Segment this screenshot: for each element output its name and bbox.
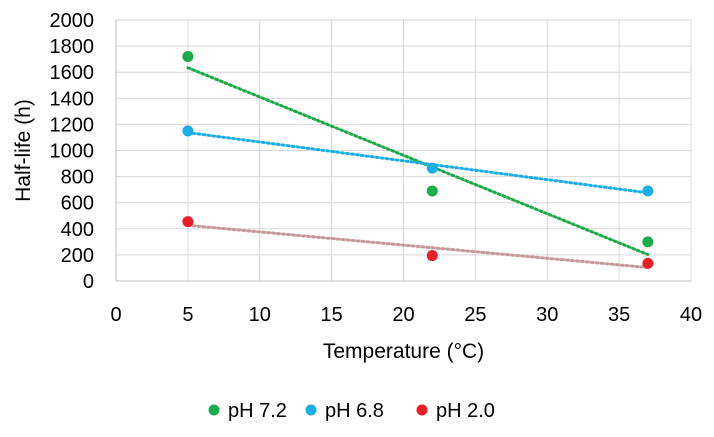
x-tick-label: 35 [608,304,630,326]
legend-label: pH 7.2 [228,400,287,422]
y-tick-label: 600 [61,193,94,215]
legend-item: pH 2.0 [416,400,495,422]
x-tick-label: 40 [680,304,702,326]
data-point-series-0 [642,236,654,248]
x-tick-label: 25 [464,304,486,326]
trendline-series-2 [186,223,650,270]
x-tick-label: 15 [321,304,343,326]
data-point-series-2 [642,257,654,269]
axes [115,20,691,282]
data-points [182,51,654,269]
y-tick-label: 1400 [50,88,95,110]
trendlines [186,66,650,270]
trendline-series-1 [186,131,650,195]
trendline-series-0 [186,66,650,257]
data-point-series-0 [182,51,194,63]
x-tick-label: 5 [182,304,193,326]
y-tick-label: 400 [61,219,94,241]
legend-label: pH 2.0 [436,400,495,422]
legend-label: pH 6.8 [325,400,384,422]
x-axis-title: Temperature (°C) [323,340,484,363]
data-point-series-2 [426,250,438,262]
data-point-series-2 [182,216,194,228]
legend: pH 7.2 pH 6.8 pH 2.0 [208,400,495,422]
legend-marker [208,404,220,416]
y-tick-label: 1200 [50,114,95,136]
data-point-series-0 [426,185,438,197]
y-tick-label: 1800 [50,36,95,58]
tick-labels: 0 5 10 15 20 25 30 35 40020040060080010001200140… [50,10,703,326]
legend-item: pH 7.2 [208,400,287,422]
x-tick-label: 0 [110,304,121,326]
data-point-series-1 [182,125,194,137]
legend-item: pH 6.8 [305,400,384,422]
y-axis-title: Half-life (h) [12,99,35,202]
y-tick-label: 200 [61,245,94,267]
y-tick-label: 0 [83,271,94,293]
x-tick-label: 10 [249,304,271,326]
y-tick-label: 2000 [50,10,95,32]
x-tick-label: 30 [536,304,558,326]
legend-marker [305,404,317,416]
data-point-series-1 [642,185,654,197]
legend-marker [416,404,428,416]
y-tick-label: 1600 [50,62,95,84]
gridlines [116,19,692,281]
y-tick-label: 800 [61,167,94,189]
y-tick-label: 1000 [50,141,95,163]
data-point-series-1 [426,162,438,174]
x-tick-label: 20 [392,304,414,326]
